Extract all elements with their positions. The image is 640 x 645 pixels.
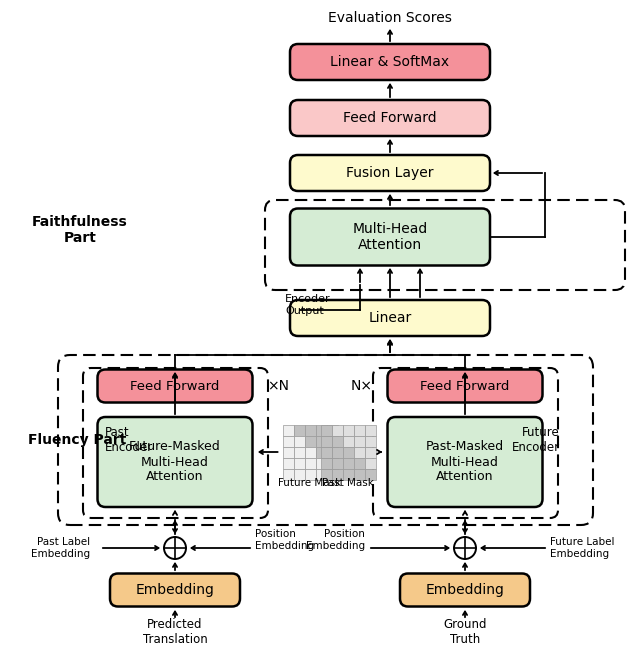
Text: Embedding: Embedding [136,583,214,597]
Text: Evaluation Scores: Evaluation Scores [328,11,452,25]
Bar [294,457,305,468]
Bar [342,457,353,468]
Text: Position
Embedding: Position Embedding [255,529,314,551]
Bar [365,457,376,468]
Bar [326,424,337,435]
Bar [321,446,332,457]
Text: Future Label
Embedding: Future Label Embedding [550,537,614,559]
Bar [332,446,342,457]
Bar [353,446,365,457]
Bar [326,446,337,457]
Bar [342,446,353,457]
Text: Future Mask: Future Mask [278,478,342,488]
Text: Feed Forward: Feed Forward [343,111,437,125]
Text: Feed Forward: Feed Forward [131,379,220,393]
Bar [365,468,376,479]
Text: Future-Masked
Multi-Head
Attention: Future-Masked Multi-Head Attention [129,441,221,484]
Bar [294,435,305,446]
Text: Predicted
Translation: Predicted Translation [143,618,207,645]
Text: Encoder
Output: Encoder Output [285,294,331,316]
Bar [332,468,342,479]
Text: Linear & SoftMax: Linear & SoftMax [330,55,449,69]
FancyBboxPatch shape [97,370,253,402]
Text: Faithfulness
Part: Faithfulness Part [32,215,128,245]
Bar [321,457,332,468]
Bar [305,424,316,435]
FancyBboxPatch shape [290,155,490,191]
Text: ×N: ×N [267,379,289,393]
Bar [326,435,337,446]
Bar [365,424,376,435]
Bar [294,468,305,479]
Text: Past Label
Embedding: Past Label Embedding [31,537,90,559]
Bar [332,424,342,435]
FancyBboxPatch shape [110,573,240,606]
FancyBboxPatch shape [290,100,490,136]
Bar [316,435,326,446]
Bar [326,457,337,468]
Bar [316,468,326,479]
Bar [316,446,326,457]
Bar [342,435,353,446]
Bar [365,435,376,446]
FancyBboxPatch shape [290,44,490,80]
Bar [282,446,294,457]
Bar [305,457,316,468]
Bar [282,424,294,435]
Text: Ground
Truth: Ground Truth [444,618,487,645]
Bar [321,468,332,479]
Bar [353,435,365,446]
Text: Past-Masked
Multi-Head
Attention: Past-Masked Multi-Head Attention [426,441,504,484]
Text: N×: N× [351,379,373,393]
Bar [316,424,326,435]
FancyBboxPatch shape [400,573,530,606]
FancyBboxPatch shape [290,300,490,336]
Text: Feed Forward: Feed Forward [420,379,509,393]
Bar [294,424,305,435]
Text: Position
Embedding: Position Embedding [306,529,365,551]
Bar [365,446,376,457]
Bar [282,468,294,479]
Bar [353,457,365,468]
Bar [326,468,337,479]
FancyBboxPatch shape [387,370,543,402]
Text: Fluency Part: Fluency Part [28,433,126,447]
Text: Multi-Head
Attention: Multi-Head Attention [353,222,428,252]
FancyBboxPatch shape [97,417,253,507]
Bar [316,457,326,468]
Bar [321,435,332,446]
Bar [282,457,294,468]
Bar [342,468,353,479]
Bar [332,457,342,468]
Bar [305,446,316,457]
Text: Future
Encoder: Future Encoder [512,426,560,454]
FancyBboxPatch shape [387,417,543,507]
Bar [305,435,316,446]
Bar [305,468,316,479]
FancyBboxPatch shape [290,208,490,266]
Text: Past Mask: Past Mask [322,478,374,488]
Bar [353,468,365,479]
Bar [342,424,353,435]
Bar [321,424,332,435]
Bar [353,424,365,435]
Text: Linear: Linear [369,311,412,325]
Text: Past
Encoder: Past Encoder [105,426,153,454]
Text: Fusion Layer: Fusion Layer [346,166,434,180]
Bar [332,435,342,446]
Text: Embedding: Embedding [426,583,504,597]
Bar [294,446,305,457]
Bar [282,435,294,446]
